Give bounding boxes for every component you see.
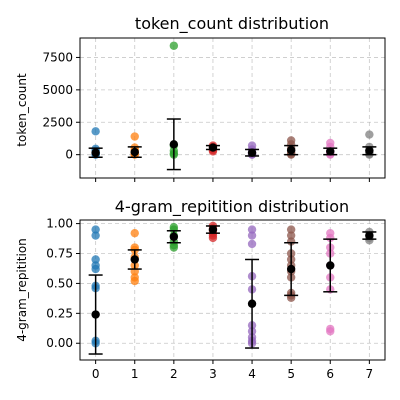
4-gram-repitition-panel: 4-gram_repitition distribution 4-gram_re… <box>15 197 386 381</box>
x-tick-label: 7 <box>366 367 374 381</box>
token-count-point <box>91 127 100 136</box>
4-gram-repitition-point <box>91 225 100 234</box>
4-gram-repitition-ticks: 0 1 2 3 4 5 6 7 0.00 0.25 0.50 0.75 1.00 <box>46 217 373 381</box>
token-count-marks <box>88 41 377 171</box>
4-gram-repitition-mean-marker <box>247 299 257 308</box>
4-gram-repitition-marks <box>88 221 377 355</box>
4-gram-repitition-point <box>130 228 139 238</box>
token-count-title: token_count distribution <box>135 14 329 34</box>
x-tick-label: 6 <box>326 367 334 381</box>
4-gram-repitition-mean-marker <box>365 231 374 240</box>
x-tick-label: 3 <box>209 367 217 381</box>
4-gram-repitition-point <box>169 225 179 234</box>
token-count-mean-marker <box>169 140 179 149</box>
x-tick-label: 4 <box>248 367 256 381</box>
token-count-mean-marker <box>365 146 374 155</box>
x-tick-label: 2 <box>170 367 178 381</box>
token-count-point <box>169 41 179 50</box>
y-tick-label: 0 <box>65 148 73 162</box>
4-gram-repitition-mean-marker <box>169 232 179 241</box>
4-gram-repitition-mean-marker <box>130 255 139 264</box>
4-gram-repitition-point <box>326 327 335 336</box>
4-gram-repitition-point <box>286 237 296 246</box>
token-count-mean-marker <box>130 147 139 157</box>
token-count-ticks: 0 2500 5000 7500 <box>42 50 370 182</box>
4-gram-repitition-point <box>130 276 139 286</box>
token-count-mean-marker <box>326 147 335 156</box>
4-gram-repitition-point <box>247 225 257 234</box>
4-gram-repitition-title: 4-gram_repitition distribution <box>115 197 349 217</box>
y-tick-label: 1.00 <box>46 217 73 231</box>
token-count-mean-marker <box>247 148 257 157</box>
token-count-mean-marker <box>91 148 100 157</box>
token-count-mean-marker <box>286 145 296 155</box>
y-tick-label: 0.50 <box>46 276 73 290</box>
4-gram-repitition-point <box>326 233 335 243</box>
x-tick-label: 0 <box>92 367 100 381</box>
4-gram-repitition-point <box>247 231 257 240</box>
4-gram-repitition-point <box>208 233 218 243</box>
4-gram-repitition-point <box>286 225 296 234</box>
4-gram-repitition-mean-marker <box>326 261 335 270</box>
token-count-axes-frame <box>79 37 386 179</box>
y-tick-label: 2500 <box>42 115 73 129</box>
y-tick-label: 0.25 <box>46 306 73 320</box>
4-gram-repitition-mean-marker <box>91 310 100 319</box>
4-gram-repitition-point <box>91 231 100 240</box>
x-tick-label: 1 <box>131 367 139 381</box>
y-tick-label: 0.00 <box>46 336 73 350</box>
4-gram-repitition-point <box>247 239 257 249</box>
y-tick-label: 5000 <box>42 83 73 97</box>
4-gram-repitition-point <box>169 243 179 252</box>
4-gram-repitition-ylabel: 4-gram_repitition <box>15 238 29 342</box>
y-tick-label: 7500 <box>42 50 73 64</box>
x-tick-label: 5 <box>287 367 295 381</box>
token-count-point <box>365 130 374 139</box>
token-count-ylabel: token_count <box>15 73 29 147</box>
4-gram-repitition-mean-marker <box>208 225 218 234</box>
token-count-panel: token_count distribution token_count 0 25… <box>15 14 386 182</box>
token-count-point <box>130 132 139 141</box>
token-count-mean-marker <box>208 143 218 152</box>
4-gram-repitition-mean-marker <box>286 264 296 274</box>
y-tick-label: 0.75 <box>46 247 73 261</box>
4-gram-repitition-axes-frame <box>79 219 386 361</box>
4-gram-repitition-point <box>91 255 100 264</box>
4-gram-repitition-point <box>286 231 296 240</box>
4-gram-repitition-point <box>91 264 100 274</box>
